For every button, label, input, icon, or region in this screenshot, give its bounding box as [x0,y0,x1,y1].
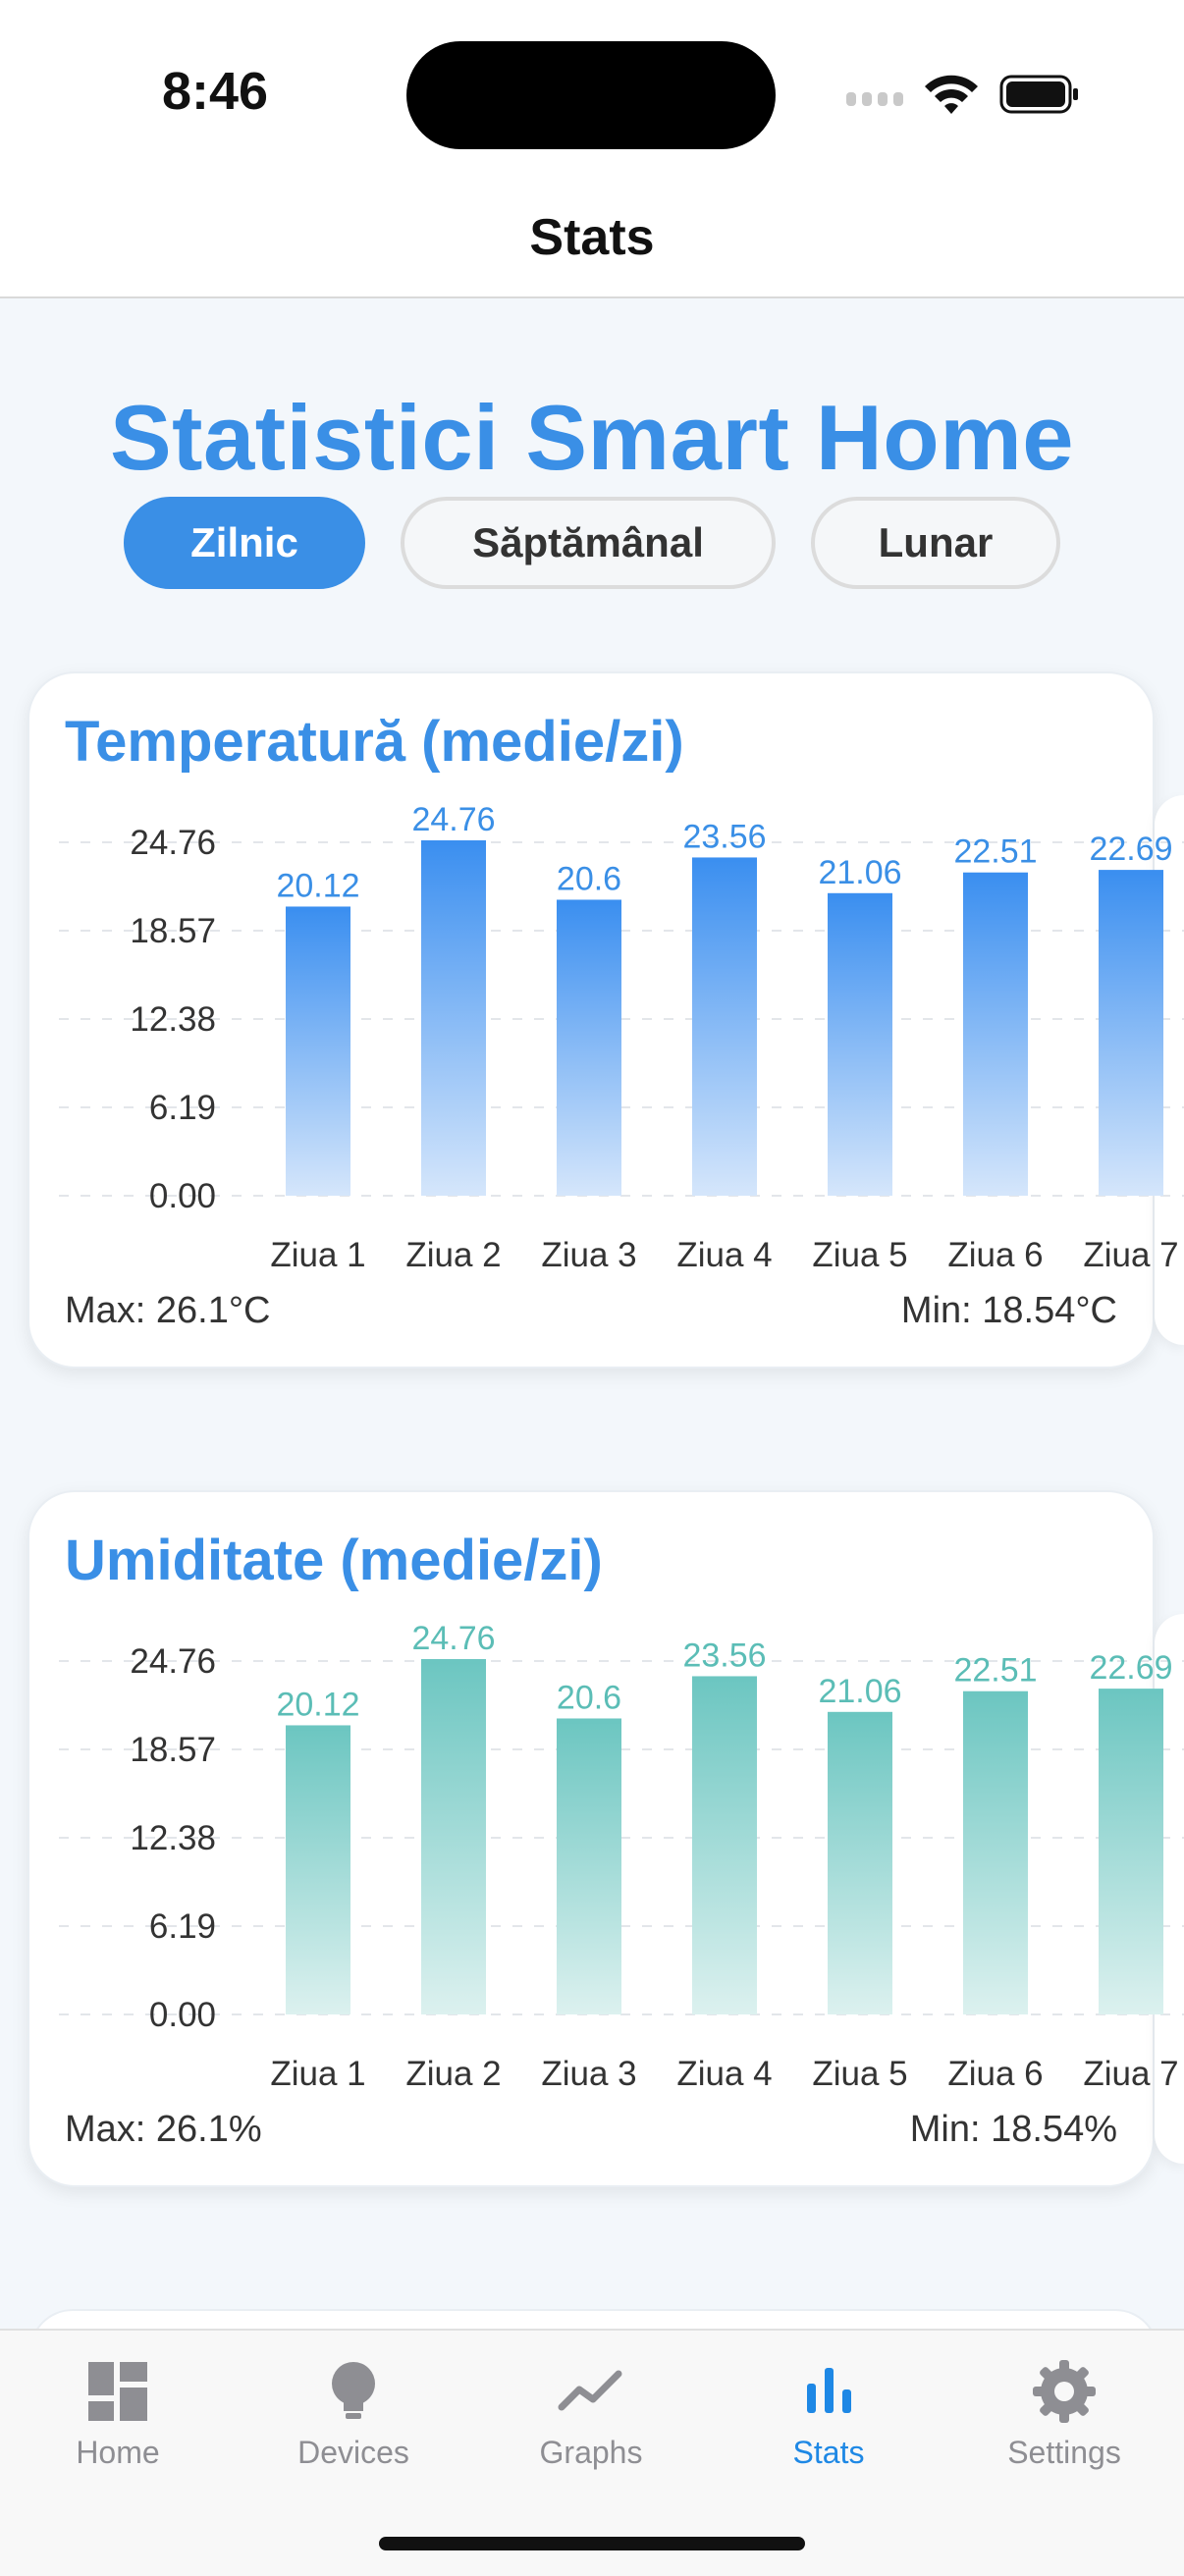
tab-bar: Home Devices Graphs Stats [0,2329,1184,2576]
max-value-label: Max: 26.1% [65,2109,262,2150]
gear-icon [1033,2360,1096,2423]
navigation-bar: Stats [0,187,1184,298]
page-title: Statistici Smart Home [109,386,1075,489]
tab-label: Graphs [539,2435,643,2470]
wifi-icon [925,75,978,114]
nav-title: Stats [529,209,655,266]
min-value-label: Min: 18.54% [909,2109,1117,2150]
humidity-card: Umiditate (medie/zi) Max: 26.1% Min: 18.… [27,1490,1155,2187]
tab-label: Home [76,2435,160,2470]
min-value-label: Min: 18.54°C [900,1290,1117,1331]
tab-label: Settings [1007,2435,1121,2470]
tab-home[interactable]: Home [20,2356,216,2471]
temperature-card: Temperatură (medie/zi) Max: 26.1°C Min: … [27,671,1155,1368]
tab-zilnic[interactable]: Zilnic [124,497,365,589]
tab-graphs[interactable]: Graphs [493,2356,689,2471]
battery-icon [999,75,1078,114]
lightbulb-icon [332,2362,375,2419]
status-bar: 8:46 [0,0,1184,187]
tab-label: Devices [297,2435,409,2470]
max-value-label: Max: 26.1°C [65,1290,271,1331]
line-chart-icon [558,2370,622,2411]
tab-stats[interactable]: Stats [730,2356,927,2471]
status-time: 8:46 [162,62,269,121]
tab-devices[interactable]: Devices [255,2356,452,2471]
tab-label: Stats [792,2435,865,2470]
tab-saptamanal[interactable]: Săptămânal [401,497,776,589]
next-card-peek [1155,795,1184,1345]
tab-settings[interactable]: Settings [966,2356,1162,2471]
cellular-signal-icon [846,92,907,108]
dashboard-icon [88,2362,147,2421]
dynamic-island [406,41,776,149]
card-title: Temperatură (medie/zi) [65,710,684,774]
bar-chart-icon [807,2368,851,2413]
next-card-peek [1155,1614,1184,2164]
card-title: Umiditate (medie/zi) [65,1529,603,1592]
tab-lunar[interactable]: Lunar [811,497,1060,589]
home-indicator [379,2537,805,2550]
